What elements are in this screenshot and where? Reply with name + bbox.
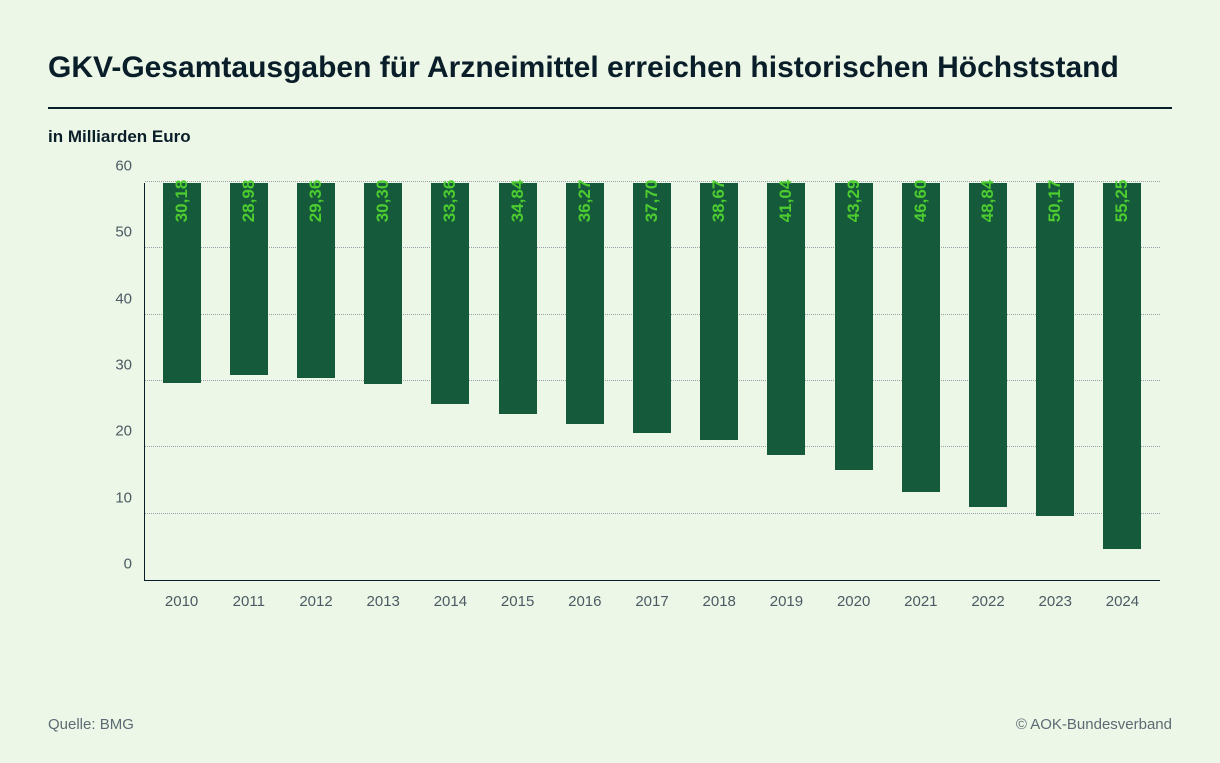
y-tick-label: 20 xyxy=(96,423,132,440)
y-tick-label: 40 xyxy=(96,290,132,307)
bar-value-label: 38,67 xyxy=(709,180,729,223)
bar-value-label: 55,25 xyxy=(1112,180,1132,223)
bar-slot: 36,27 xyxy=(551,183,618,581)
x-tick-label: 2017 xyxy=(618,581,685,623)
bar-slot: 55,25 xyxy=(1089,183,1156,581)
chart-subtitle: in Milliarden Euro xyxy=(48,127,1172,147)
bar-slot: 34,84 xyxy=(484,183,551,581)
y-tick-label: 60 xyxy=(96,158,132,175)
x-tick-label: 2024 xyxy=(1089,581,1156,623)
bar-value-label: 41,04 xyxy=(776,180,796,223)
bar-chart: 30,18 28,98 29,36 30,30 33,36 34,84 36,27 37,70… xyxy=(96,183,1160,623)
bar-value-label: 28,98 xyxy=(239,180,259,223)
bar: 36,27 xyxy=(566,183,604,424)
bar: 55,25 xyxy=(1103,183,1141,549)
x-tick-label: 2019 xyxy=(753,581,820,623)
bar-value-label: 50,17 xyxy=(1045,180,1065,223)
bar-value-label: 34,84 xyxy=(508,180,528,223)
bar-slot: 30,18 xyxy=(148,183,215,581)
bar-slot: 50,17 xyxy=(1022,183,1089,581)
bar: 50,17 xyxy=(1036,183,1074,516)
bar: 48,84 xyxy=(969,183,1007,507)
x-tick-label: 2023 xyxy=(1022,581,1089,623)
bar: 37,70 xyxy=(633,183,671,433)
y-tick-label: 50 xyxy=(96,224,132,241)
x-tick-label: 2021 xyxy=(887,581,954,623)
bar-slot: 38,67 xyxy=(686,183,753,581)
bar: 43,29 xyxy=(835,183,873,470)
x-tick-label: 2016 xyxy=(551,581,618,623)
title-divider xyxy=(48,107,1172,109)
bar-slot: 46,60 xyxy=(887,183,954,581)
bar: 46,60 xyxy=(902,183,940,492)
bar-value-label: 30,18 xyxy=(172,180,192,223)
bar-slot: 30,30 xyxy=(350,183,417,581)
chart-title: GKV-Gesamtausgaben für Arzneimittel erre… xyxy=(48,48,1172,87)
bar-value-label: 43,29 xyxy=(844,180,864,223)
bar-slot: 48,84 xyxy=(954,183,1021,581)
x-tick-label: 2012 xyxy=(282,581,349,623)
bar: 33,36 xyxy=(431,183,469,404)
bar-slot: 33,36 xyxy=(417,183,484,581)
bar-slot: 37,70 xyxy=(618,183,685,581)
bar-value-label: 46,60 xyxy=(911,180,931,223)
bar: 28,98 xyxy=(230,183,268,375)
bar-slot: 43,29 xyxy=(820,183,887,581)
x-tick-label: 2015 xyxy=(484,581,551,623)
bar-slot: 29,36 xyxy=(282,183,349,581)
bar-slot: 41,04 xyxy=(753,183,820,581)
x-tick-label: 2014 xyxy=(417,581,484,623)
x-tick-label: 2010 xyxy=(148,581,215,623)
source-label: Quelle: BMG xyxy=(48,716,134,733)
copyright-label: © AOK-Bundesverband xyxy=(1016,716,1172,733)
x-tick-label: 2018 xyxy=(686,581,753,623)
bar-value-label: 33,36 xyxy=(440,180,460,223)
bar: 38,67 xyxy=(700,183,738,440)
bar: 29,36 xyxy=(297,183,335,378)
x-tick-label: 2022 xyxy=(954,581,1021,623)
x-tick-label: 2011 xyxy=(215,581,282,623)
bar-slot: 28,98 xyxy=(215,183,282,581)
bar-value-label: 36,27 xyxy=(575,180,595,223)
x-tick-label: 2020 xyxy=(820,581,887,623)
bar-value-label: 37,70 xyxy=(642,180,662,223)
bar: 34,84 xyxy=(499,183,537,414)
y-tick-label: 30 xyxy=(96,357,132,374)
x-tick-label: 2013 xyxy=(350,581,417,623)
bar-value-label: 30,30 xyxy=(373,180,393,223)
bar: 30,18 xyxy=(163,183,201,383)
bar: 30,30 xyxy=(364,183,402,384)
y-tick-label: 0 xyxy=(96,556,132,573)
bar-value-label: 48,84 xyxy=(978,180,998,223)
y-tick-label: 10 xyxy=(96,489,132,506)
bar-value-label: 29,36 xyxy=(306,180,326,223)
bar: 41,04 xyxy=(767,183,805,455)
